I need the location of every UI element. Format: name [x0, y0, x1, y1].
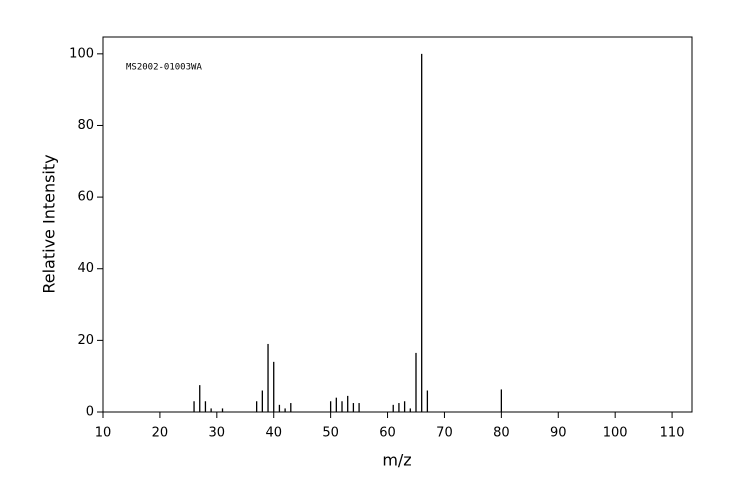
y-tick-label: 60	[77, 190, 94, 205]
x-tick-label: 100	[603, 426, 628, 441]
x-tick-label: 60	[379, 426, 396, 441]
x-tick-label: 40	[265, 426, 282, 441]
x-tick-label: 30	[209, 426, 226, 441]
y-tick-label: 100	[69, 46, 94, 61]
y-tick-label: 80	[77, 118, 94, 133]
x-tick-label: 80	[493, 426, 510, 441]
x-tick-label: 50	[322, 426, 339, 441]
x-tick-label: 90	[550, 426, 567, 441]
x-axis-label: m/z	[382, 451, 411, 470]
plot-frame	[102, 36, 693, 413]
x-tick-label: 110	[660, 426, 685, 441]
y-tick-label: 0	[86, 405, 94, 420]
annotation: MS2002-01003WA	[126, 63, 202, 73]
y-tick-label: 20	[77, 333, 94, 348]
x-tick-label: 70	[436, 426, 453, 441]
y-tick-label: 40	[77, 261, 94, 276]
y-axis-label: Relative Intensity	[40, 154, 59, 293]
x-tick-label: 20	[152, 426, 169, 441]
x-tick-label: 10	[95, 426, 112, 441]
